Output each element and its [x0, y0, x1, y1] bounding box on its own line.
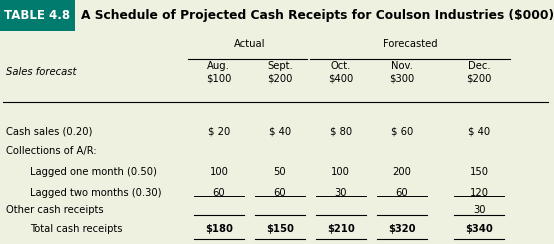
Text: Oct.
$400: Oct. $400: [328, 61, 353, 84]
Text: 30: 30: [473, 205, 485, 215]
Text: TABLE 4.8: TABLE 4.8: [4, 9, 70, 22]
Text: $180: $180: [205, 224, 233, 234]
Text: Actual: Actual: [234, 39, 265, 49]
Text: Total cash receipts: Total cash receipts: [30, 224, 123, 234]
Text: 60: 60: [213, 188, 225, 198]
Text: $340: $340: [465, 224, 493, 234]
Text: $ 80: $ 80: [330, 127, 352, 137]
Text: Sept.
$200: Sept. $200: [267, 61, 293, 84]
Text: Forecasted: Forecasted: [383, 39, 437, 49]
Text: 100: 100: [209, 167, 228, 177]
Text: A Schedule of Projected Cash Receipts for Coulson Industries ($000): A Schedule of Projected Cash Receipts fo…: [81, 9, 554, 22]
Text: 150: 150: [470, 167, 489, 177]
Text: $150: $150: [266, 224, 294, 234]
Text: $ 40: $ 40: [269, 127, 291, 137]
Text: Collections of A/R:: Collections of A/R:: [6, 146, 96, 156]
Text: 60: 60: [396, 188, 408, 198]
Text: 100: 100: [331, 167, 350, 177]
Text: Cash sales (0.20): Cash sales (0.20): [6, 127, 92, 137]
Text: 200: 200: [392, 167, 411, 177]
Text: 120: 120: [470, 188, 489, 198]
Text: $ 60: $ 60: [391, 127, 413, 137]
Text: Other cash receipts: Other cash receipts: [6, 205, 103, 215]
Text: $ 20: $ 20: [208, 127, 230, 137]
Text: Aug.
$100: Aug. $100: [206, 61, 232, 84]
Text: 30: 30: [335, 188, 347, 198]
Text: $ 40: $ 40: [468, 127, 490, 137]
Text: 60: 60: [274, 188, 286, 198]
Text: 50: 50: [274, 167, 286, 177]
Text: Lagged one month (0.50): Lagged one month (0.50): [30, 167, 157, 177]
Text: Nov.
$300: Nov. $300: [389, 61, 414, 84]
Text: Sales forecast: Sales forecast: [6, 67, 76, 77]
Text: $210: $210: [327, 224, 355, 234]
Text: Dec.
$200: Dec. $200: [466, 61, 492, 84]
Text: Lagged two months (0.30): Lagged two months (0.30): [30, 188, 162, 198]
Text: $320: $320: [388, 224, 416, 234]
